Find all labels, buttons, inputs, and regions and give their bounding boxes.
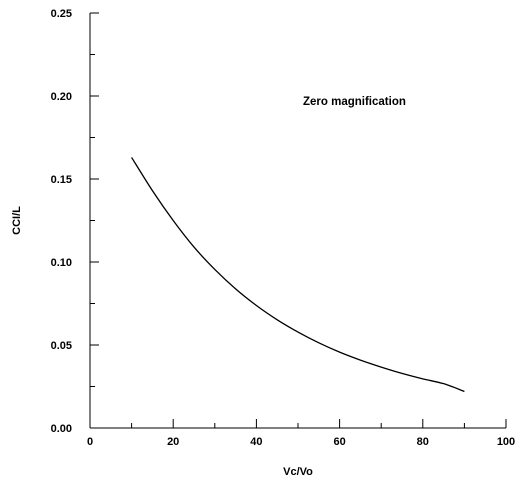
x-tick-label: 100	[497, 436, 515, 448]
x-tick-label: 0	[87, 436, 93, 448]
x-tick-label: 20	[167, 436, 179, 448]
x-axis-label: Vc/Vo	[283, 466, 313, 478]
axes	[89, 13, 506, 429]
x-tick-label: 80	[417, 436, 429, 448]
x-tick-label: 60	[333, 436, 345, 448]
series-line-0	[131, 157, 465, 393]
x-axis-tick-labels: 0 20 40 60 80 100	[87, 436, 515, 448]
x-tick-label: 40	[250, 436, 262, 448]
y-tick-label: 0.25	[51, 8, 72, 20]
y-axis-label: CCI/L	[11, 206, 23, 235]
series-group	[131, 157, 465, 393]
y-axis-tick-labels: 0.00 0.05 0.10 0.15 0.20 0.25	[51, 8, 72, 435]
chart-annotation: Zero magnification	[303, 96, 406, 108]
y-tick-label: 0.10	[51, 257, 72, 269]
x-axis-ticks	[89, 419, 507, 428]
y-axis-ticks	[90, 12, 99, 429]
y-tick-label: 0.00	[51, 423, 72, 435]
y-tick-label: 0.20	[51, 91, 72, 103]
y-tick-label: 0.05	[51, 340, 72, 352]
y-tick-label: 0.15	[51, 174, 72, 186]
